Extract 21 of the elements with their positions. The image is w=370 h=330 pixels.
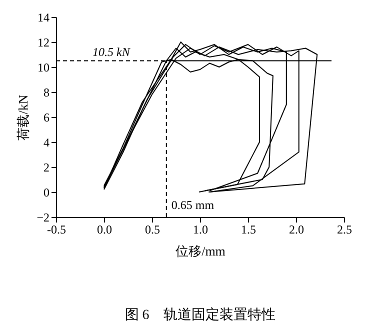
y-tick-label: 12 [38,36,50,50]
y-tick-label: 8 [44,86,50,100]
y-tick-label: 14 [38,10,50,24]
text: 图 6 轨道固定装置特性 [124,307,276,323]
y-tick-label: 2 [44,160,50,174]
y-tick-label: −2 [36,210,50,224]
ref-line-label: 10.5 kN [92,44,131,59]
y-tick-label: 4 [44,136,50,150]
y-tick-label: 10 [38,60,50,74]
x-tick-label: 1.5 [241,222,256,236]
y-tick-label: 6 [44,110,50,124]
x-tick-label: 2.5 [337,222,352,236]
ref-line-label: 0.65 mm [171,198,215,212]
x-tick-label: 0.5 [145,222,160,236]
x-tick-label: 1.0 [193,222,208,236]
x-axis-title: 位移/mm [176,244,226,258]
x-tick-label: 2.0 [289,222,304,236]
y-axis-title: 荷载/kN [16,94,31,140]
y-tick-label: 0 [44,186,50,200]
x-tick-label: -0.5 [47,222,66,236]
x-tick-label: 0.0 [97,222,112,236]
